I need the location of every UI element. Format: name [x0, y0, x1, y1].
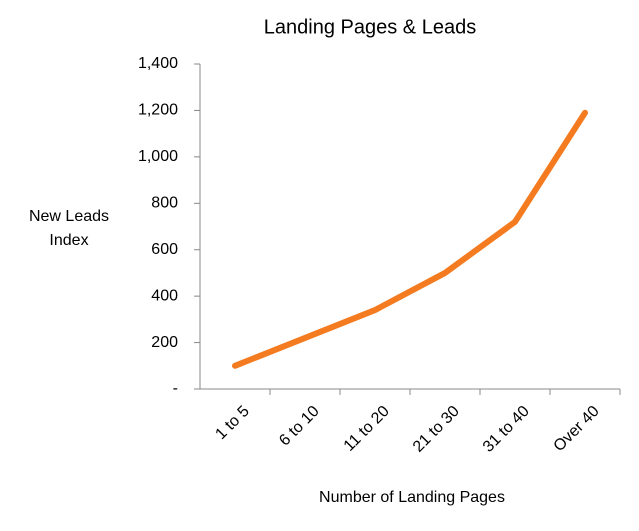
- y-tick-label: 1,000: [138, 148, 178, 165]
- x-tick-label: 21 to 30: [410, 403, 463, 456]
- y-tick-label: 1,200: [138, 102, 178, 119]
- y-tick-label: 1,400: [138, 55, 178, 72]
- y-tick-label: 800: [151, 195, 178, 212]
- y-axis-title: New Leads Index: [28, 208, 110, 249]
- y-tick-label: 600: [151, 241, 178, 258]
- y-tick-label: 200: [151, 334, 178, 351]
- x-tick-label: Over 40: [551, 403, 603, 455]
- y-tick-label: -: [173, 380, 178, 397]
- y-tick-label: 400: [151, 287, 178, 304]
- x-axis-title: Number of Landing Pages: [319, 489, 505, 506]
- x-tick-label: 1 to 5: [212, 403, 252, 443]
- x-tick-label: 6 to 10: [276, 403, 323, 450]
- data-line: [232, 109, 588, 369]
- x-tick-label: 31 to 40: [480, 403, 533, 456]
- chart-title: Landing Pages & Leads: [264, 16, 476, 38]
- x-tick-label: 11 to 20: [341, 403, 393, 455]
